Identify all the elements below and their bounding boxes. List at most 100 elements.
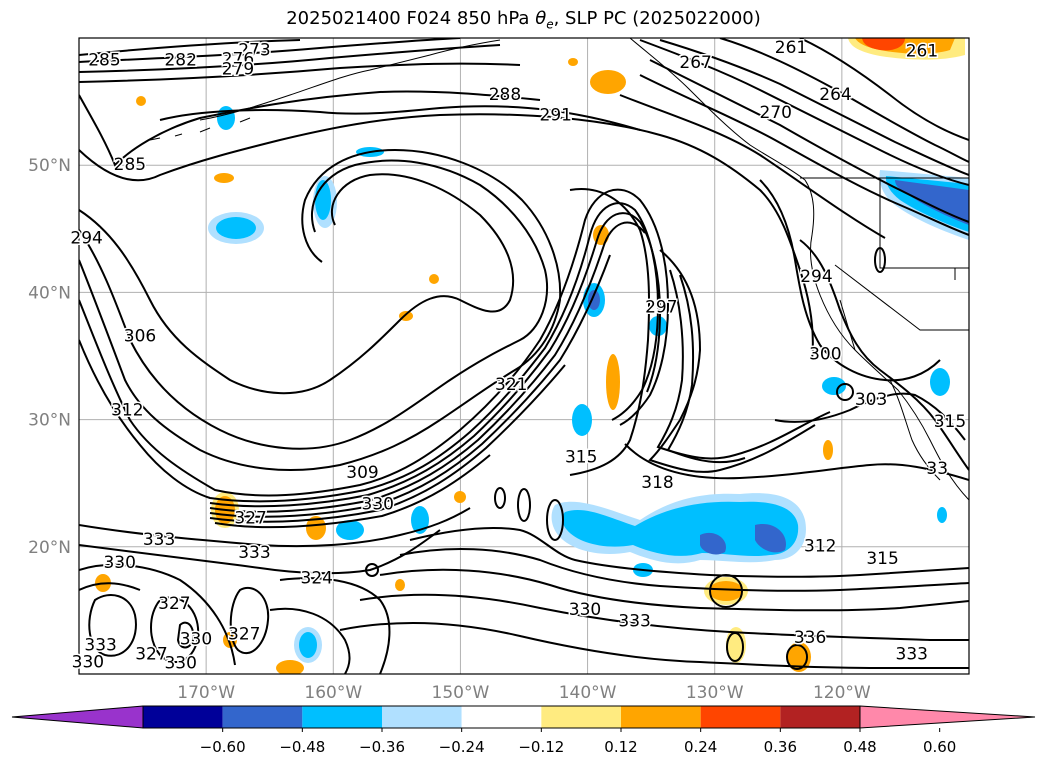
contour-label: 288 [489, 85, 521, 105]
contour-line [79, 38, 461, 63]
colorbar-tick-label: 0.48 [843, 738, 876, 756]
theta-e-contours [79, 38, 969, 674]
anomaly-cold-patch [217, 106, 235, 130]
anomaly-warm-patch [395, 579, 405, 591]
contour-label: 336 [794, 628, 826, 648]
contour-label: 264 [819, 85, 851, 105]
contour-label: 315 [866, 549, 898, 569]
chart-title: 2025021400 F024 850 hPa θe, SLP PC (2025… [0, 8, 1047, 32]
contour-line [209, 212, 662, 508]
contour-label: 333 [143, 530, 175, 550]
contour-line [639, 74, 969, 236]
anomaly-warm-patch [454, 491, 466, 503]
contour-label: 279 [222, 60, 254, 80]
coastlines [149, 38, 969, 501]
anomaly-warm-patch [823, 440, 833, 460]
contour-line [786, 644, 808, 670]
contour-line [399, 547, 969, 592]
anomaly-cold-patch [572, 404, 592, 436]
contour-line [269, 607, 351, 674]
lon-tick-label: 120°W [813, 683, 871, 703]
anomaly-cold-patch [930, 368, 950, 396]
axis-labels: 170°W 160°W 150°W 140°W 130°W 120°W 20°N 30°N 40… [28, 156, 871, 703]
contour-label: 327 [234, 509, 266, 529]
contour-line [79, 563, 236, 666]
anomaly-warm-patch [429, 274, 439, 284]
colorbar-segment [222, 706, 303, 728]
colorbar-tick-label: 0.12 [604, 738, 637, 756]
contour-line [159, 105, 641, 131]
contour-line [209, 364, 566, 523]
contour-label: 291 [540, 105, 572, 125]
contour-label: 267 [679, 53, 711, 73]
contour-line [79, 173, 515, 395]
contour-label: 315 [565, 447, 597, 467]
colorbar-segment [461, 706, 542, 728]
contour-label: 312 [111, 400, 143, 420]
anomaly-warm-patch [606, 354, 620, 410]
contour-label: 294 [800, 267, 832, 287]
contour-line [365, 563, 379, 577]
colorbar-segment [143, 706, 223, 728]
contour-label: 330 [103, 553, 135, 573]
contour-label: 327 [158, 594, 190, 614]
anomaly-warm-patch [862, 38, 905, 51]
contour-line [79, 39, 301, 56]
contour-label: 309 [346, 463, 378, 483]
colorbar-segment [700, 706, 781, 728]
lon-tick-label: 150°W [432, 683, 490, 703]
contour-line [79, 582, 141, 591]
colorbar-extend-low [11, 705, 144, 729]
contour-line [88, 594, 137, 657]
map-frame [78, 37, 970, 675]
lon-tick-label: 160°W [304, 683, 362, 703]
contour-line [359, 593, 969, 642]
contour-line [656, 269, 831, 460]
colorbar-frame [142, 705, 861, 729]
contour-label: 333 [896, 645, 928, 665]
contour-line [214, 454, 491, 529]
contour-label: 273 [238, 40, 270, 60]
contour-line [666, 274, 746, 464]
lat-tick-label: 20°N [28, 538, 71, 558]
contour-line [79, 507, 471, 548]
contour-line [569, 188, 651, 476]
anomaly-warm-patch [276, 660, 304, 674]
contour-label: 33 [926, 459, 948, 479]
contour-label: 306 [124, 327, 156, 347]
contour-label: 261 [775, 38, 807, 58]
colorbar-tick-label: −0.48 [279, 738, 325, 756]
lon-tick-label: 130°W [686, 683, 744, 703]
anomaly-cold-patch [588, 290, 600, 310]
anomaly-warm-patch [568, 58, 578, 66]
contour-line [150, 596, 200, 664]
contour-line [79, 148, 562, 471]
contour-line [209, 254, 611, 518]
contour-line [209, 221, 646, 513]
contour-label: 333 [618, 612, 650, 632]
contour-line [774, 392, 966, 441]
contour-label: 330 [569, 600, 601, 620]
contour-line [648, 249, 816, 473]
coastline-north-america [629, 38, 969, 501]
colorbar-tick-label: −0.12 [518, 738, 564, 756]
contour-line [79, 188, 670, 497]
anomaly-cold-patch [822, 377, 846, 395]
contour-line [799, 38, 969, 141]
anomaly-cold-patch [937, 507, 947, 523]
anomaly-warm-patch [709, 581, 743, 601]
contour-line [639, 39, 969, 186]
contour-label: 282 [164, 51, 196, 71]
anomaly-cold-patch [216, 217, 256, 239]
lat-tick-label: 40°N [28, 283, 71, 303]
contour-line [79, 44, 501, 73]
contour-label: 270 [760, 103, 792, 123]
contour-label: 327 [135, 645, 167, 665]
lon-tick-label: 170°W [177, 683, 235, 703]
contour-label: 261 [906, 42, 938, 62]
contour-line [409, 527, 969, 578]
anomaly-warm-patch [306, 516, 326, 540]
state-border [800, 177, 969, 351]
contour-line [494, 487, 506, 509]
